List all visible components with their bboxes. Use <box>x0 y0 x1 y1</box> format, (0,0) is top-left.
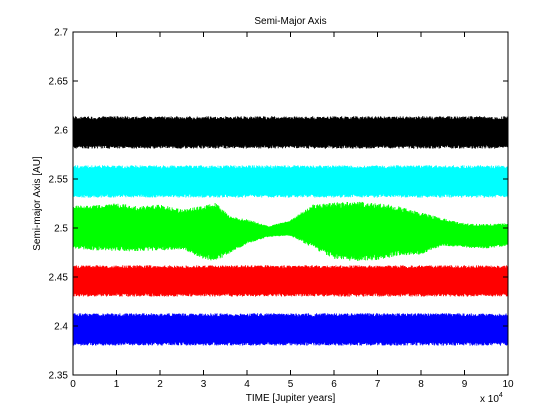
y-tick-label: 2.6 <box>54 126 68 137</box>
y-tick-label: 2.5 <box>54 224 68 235</box>
series-5 <box>72 313 509 346</box>
series-4-line <box>72 265 509 297</box>
x-tick-label: 8 <box>418 379 424 390</box>
y-tick-label: 2.35 <box>49 371 69 382</box>
y-axis-label: Semi-major Axis [AU] <box>32 156 43 251</box>
x-tick-label: 3 <box>201 379 207 390</box>
y-tick-label: 2.45 <box>49 273 69 284</box>
x-tick-label: 9 <box>462 379 468 390</box>
series-4 <box>72 265 509 297</box>
y-tick-label: 2.55 <box>49 175 69 186</box>
x-tick-label: 7 <box>375 379 381 390</box>
x-tick-label: 10 <box>502 379 514 390</box>
x-axis-multiplier-base: x 10 <box>480 394 499 405</box>
series-2-line <box>72 165 509 198</box>
x-tick-label: 4 <box>244 379 250 390</box>
x-axis-multiplier-exponent: 4 <box>499 392 503 399</box>
x-tick-label: 5 <box>288 379 294 390</box>
x-tick-label: 1 <box>114 379 120 390</box>
series-2 <box>72 165 509 198</box>
tick-layer: 0 1 2 3 4 5 6 7 8 9 10 2.35 2.4 2.45 2.5 2.55 2.6 2.65 2.7 <box>49 28 514 391</box>
chart-title: Semi-Major Axis <box>254 16 326 27</box>
x-tick-label: 2 <box>157 379 163 390</box>
x-tick-label: 0 <box>70 379 76 390</box>
y-tick-label: 2.7 <box>54 28 68 39</box>
series-1-line <box>72 116 509 149</box>
y-tick-label: 2.65 <box>49 77 69 88</box>
x-axis-multiplier: x 104 <box>480 392 503 405</box>
series-3-line <box>72 201 509 261</box>
series-1 <box>72 116 509 149</box>
x-tick-label: 6 <box>331 379 337 390</box>
series-layer <box>72 116 509 346</box>
x-axis-label: TIME [Jupiter years] <box>246 393 336 404</box>
y-tick-label: 2.4 <box>54 322 68 333</box>
series-3 <box>72 201 509 261</box>
series-5-line <box>72 313 509 346</box>
